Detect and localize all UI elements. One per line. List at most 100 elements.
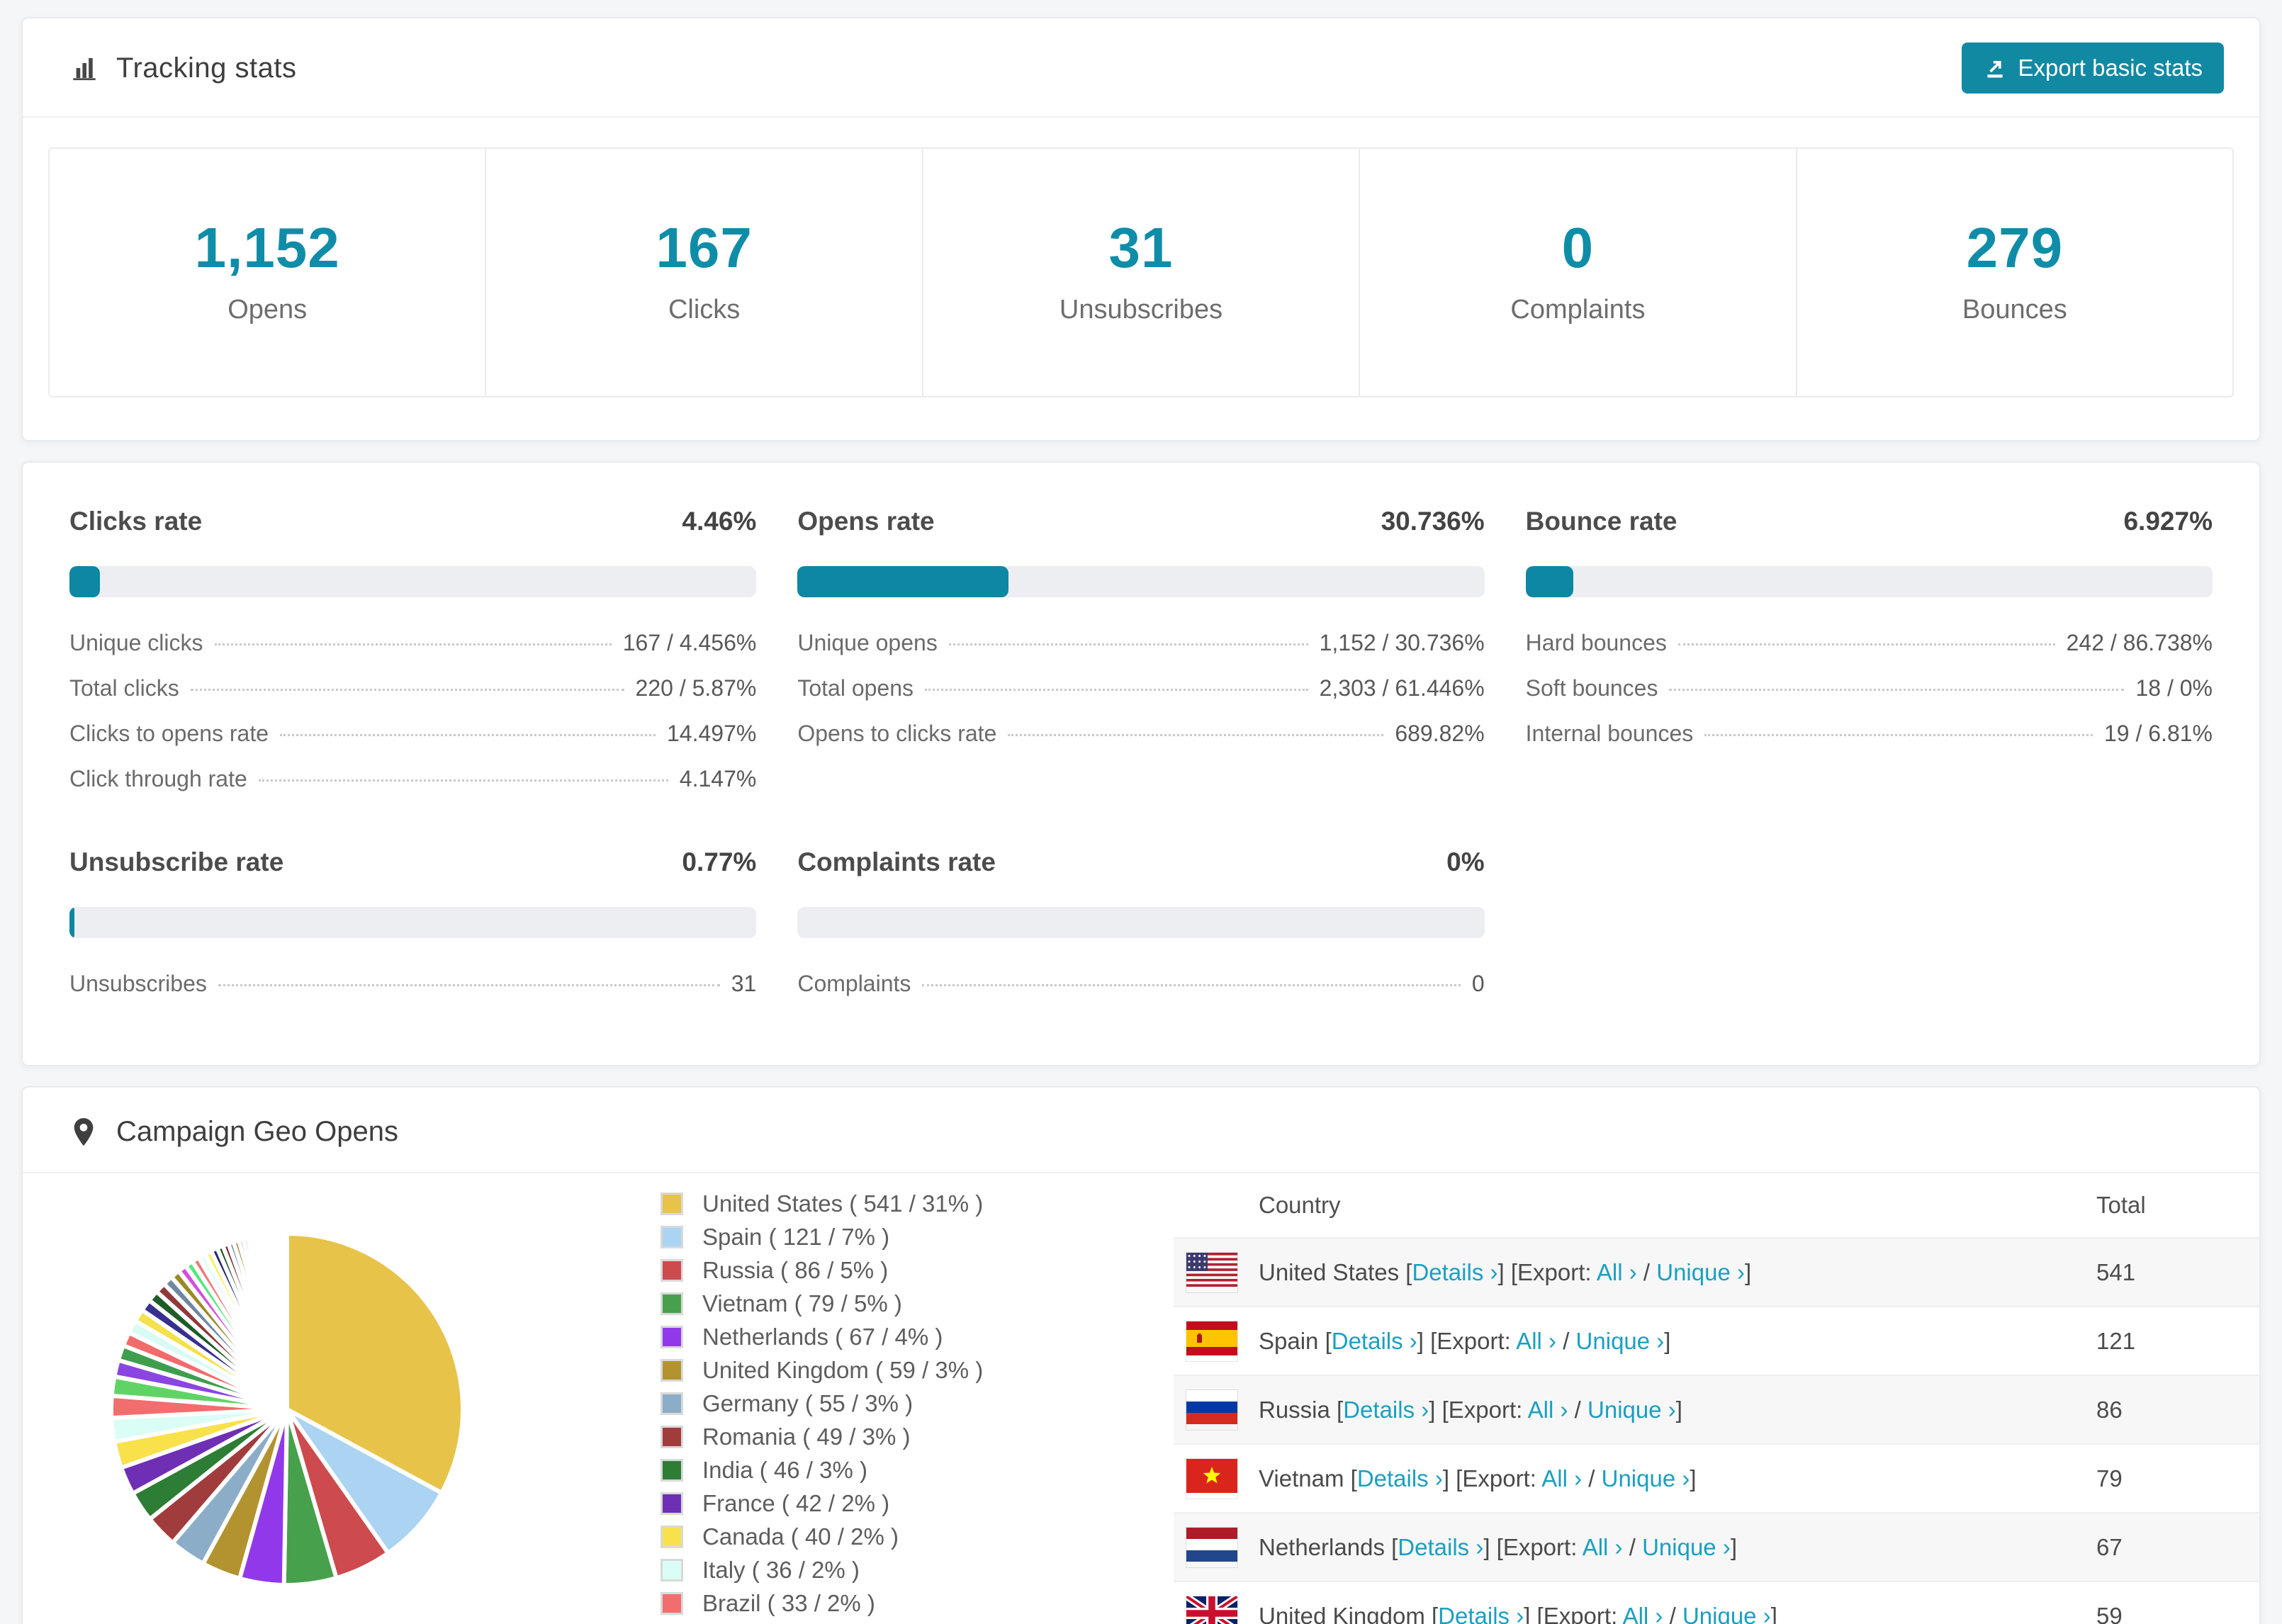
geo-row-country-text: Vietnam [Details ›] [Export: All › / Uni… <box>1259 1465 1697 1492</box>
geo-table-body: United States [Details ›] [Export: All ›… <box>1174 1237 2259 1624</box>
bracket-text: ] [Export: <box>1429 1396 1528 1423</box>
rate-detail-label: Total opens <box>797 675 914 701</box>
legend-label: United States ( 541 / 31% ) <box>702 1190 984 1217</box>
geo-row-country-text: United Kingdom [Details ›] [Export: All … <box>1259 1603 1777 1624</box>
stat-value: 0 <box>1561 216 1595 279</box>
rate-detail-label: Opens to clicks rate <box>797 721 997 746</box>
dotted-leader <box>218 984 720 986</box>
export-unique-link[interactable]: Unique › <box>1601 1465 1690 1492</box>
rate-detail-value: 14.497% <box>667 721 757 746</box>
export-all-link[interactable]: All › <box>1582 1533 1623 1560</box>
legend-label: Italy ( 36 / 2% ) <box>702 1557 860 1583</box>
geo-row-country-cell: Netherlands [Details ›] [Export: All › /… <box>1174 1527 2096 1567</box>
geo-row-total: 86 <box>2096 1396 2123 1423</box>
country-name: Spain <box>1259 1327 1325 1354</box>
details-link[interactable]: Details › <box>1331 1327 1417 1354</box>
geo-row-country-cell: Vietnam [Details ›] [Export: All › / Uni… <box>1174 1458 2096 1499</box>
rate-progress-fill <box>797 566 1009 597</box>
stat-box-complaints: 0 Complaints <box>1360 149 1797 396</box>
bracket-text: [ <box>1325 1327 1332 1354</box>
flag-ru-icon <box>1186 1389 1237 1430</box>
rate-progress-fill <box>1525 566 1573 597</box>
rate-detail-rows: Unique clicks 167 / 4.456% Total clicks 220… <box>69 630 756 792</box>
legend-swatch <box>661 1592 683 1615</box>
stats-row: 1,152 Opens 167 Clicks 31 Unsubscribes 0 Compla… <box>48 147 2234 397</box>
dotted-leader <box>925 689 1308 691</box>
stat-label: Clicks <box>668 295 741 325</box>
rate-detail-row: Total opens 2,303 / 61.446% <box>797 675 1484 701</box>
slash-text: / <box>1622 1533 1643 1560</box>
export-all-link[interactable]: All › <box>1527 1396 1568 1423</box>
rate-panel-title: Unsubscribe rate <box>69 847 284 876</box>
rate-detail-value: 220 / 5.87% <box>635 675 757 701</box>
export-unique-link[interactable]: Unique › <box>1575 1327 1665 1354</box>
rate-progress-track <box>797 907 1485 938</box>
details-link[interactable]: Details › <box>1438 1602 1524 1624</box>
bracket-text: [ <box>1391 1533 1398 1560</box>
rate-panel-header: Complaints rate 0% <box>797 847 1484 877</box>
rate-detail-row: Opens to clicks rate 689.82% <box>797 721 1484 747</box>
map-pin-icon <box>69 1117 98 1148</box>
export-unique-link[interactable]: Unique › <box>1587 1396 1676 1423</box>
rates-card: Clicks rate 4.46% Unique clicks 167 / 4.456… <box>21 461 2261 1066</box>
rate-detail-row: Complaints 0 <box>797 971 1484 997</box>
rate-panel-title: Complaints rate <box>797 847 996 876</box>
tracking-stats-card: Tracking stats Export basic stats 1,152 O… <box>21 17 2261 441</box>
rate-panel-title: Opens rate <box>797 507 935 536</box>
stat-value: 279 <box>1966 216 2064 279</box>
rate-detail-label: Click through rate <box>69 766 247 791</box>
stat-label: Opens <box>227 295 308 325</box>
rate-detail-label: Unsubscribes <box>69 971 207 996</box>
bracket-text: ] [Export: <box>1524 1602 1623 1624</box>
stat-box-bounces: 279 Bounces <box>1797 149 2232 396</box>
details-link[interactable]: Details › <box>1343 1396 1429 1423</box>
export-all-link[interactable]: All › <box>1622 1602 1663 1624</box>
legend-swatch <box>661 1526 683 1548</box>
dotted-leader <box>1669 689 2125 691</box>
legend-label: United Kingdom ( 59 / 3% ) <box>702 1357 984 1383</box>
rate-detail-value: 1,152 / 30.736% <box>1319 630 1485 655</box>
geo-table-row-vn: Vietnam [Details ›] [Export: All › / Uni… <box>1174 1443 2259 1512</box>
export-all-link[interactable]: All › <box>1541 1465 1583 1492</box>
legend-label: Brazil ( 33 / 2% ) <box>702 1590 875 1616</box>
legend-label: Canada ( 40 / 2% ) <box>702 1523 899 1550</box>
country-name: United Kingdom <box>1259 1602 1432 1624</box>
legend-item-canada: Canada ( 40 / 2% ) <box>661 1523 1128 1550</box>
geo-row-total: 67 <box>2096 1533 2123 1560</box>
rate-detail-label: Internal bounces <box>1525 721 1694 746</box>
stat-value: 1,152 <box>194 216 340 279</box>
legend-label: Spain ( 121 / 7% ) <box>702 1224 890 1250</box>
geo-row-total: 59 <box>2096 1602 2123 1624</box>
geo-table-row-es: Spain [Details ›] [Export: All › / Uniqu… <box>1174 1306 2259 1375</box>
export-unique-link[interactable]: Unique › <box>1682 1602 1771 1624</box>
rate-progress-track <box>797 566 1485 597</box>
rate-detail-label: Soft bounces <box>1525 675 1658 701</box>
details-link[interactable]: Details › <box>1412 1258 1498 1285</box>
export-unique-link[interactable]: Unique › <box>1642 1533 1731 1560</box>
dotted-leader <box>948 643 1308 645</box>
export-all-link[interactable]: All › <box>1596 1258 1637 1285</box>
legend-item-spain: Spain ( 121 / 7% ) <box>661 1224 1128 1251</box>
stat-value: 31 <box>1108 216 1174 279</box>
legend-item-germany: Germany ( 55 / 3% ) <box>661 1390 1128 1417</box>
export-unique-link[interactable]: Unique › <box>1656 1258 1745 1285</box>
rate-panel-title: Clicks rate <box>69 507 203 536</box>
details-link[interactable]: Details › <box>1398 1533 1484 1560</box>
details-link[interactable]: Details › <box>1356 1465 1443 1492</box>
legend-item-brazil: Brazil ( 33 / 2% ) <box>661 1590 1128 1617</box>
stat-box-clicks: 167 Clicks <box>486 149 923 396</box>
geo-row-country-text: United States [Details ›] [Export: All ›… <box>1259 1259 1751 1286</box>
export-basic-stats-button[interactable]: Export basic stats <box>1961 43 2224 94</box>
bar-chart-icon <box>69 53 99 83</box>
slash-text: / <box>1582 1465 1602 1492</box>
legend-swatch <box>661 1392 683 1415</box>
rate-detail-row: Unique clicks 167 / 4.456% <box>69 630 756 656</box>
pie-slice-53 <box>284 1231 289 1410</box>
rate-detail-value: 689.82% <box>1395 721 1485 746</box>
dotted-leader <box>214 643 612 645</box>
rate-detail-rows: Complaints 0 <box>797 971 1484 997</box>
geo-table-row-nl: Netherlands [Details ›] [Export: All › /… <box>1174 1512 2259 1581</box>
export-all-link[interactable]: All › <box>1516 1327 1557 1354</box>
bracket-text: ] <box>1664 1327 1671 1354</box>
